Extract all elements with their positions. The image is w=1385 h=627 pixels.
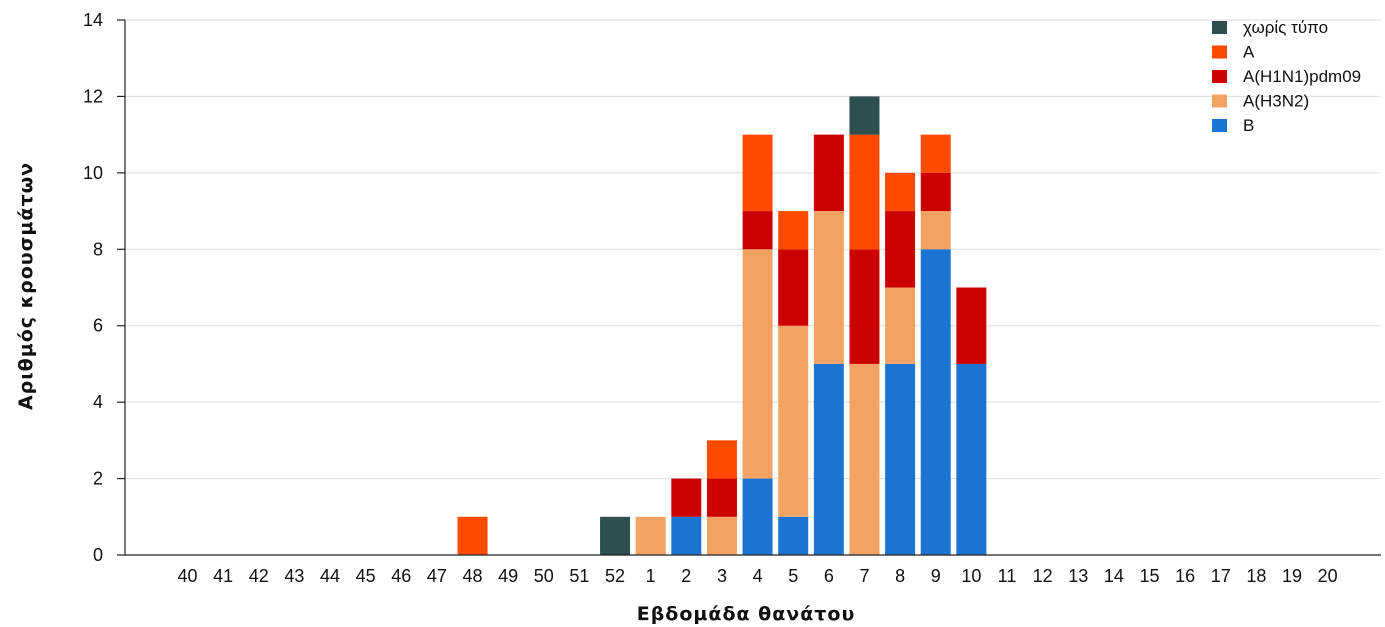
- legend-swatch: [1212, 70, 1227, 83]
- bar-segment: [813, 211, 844, 364]
- bar-segment: [635, 516, 666, 555]
- y-axis-title: Αριθμός κρουσμάτων: [15, 162, 37, 410]
- bar-segment: [742, 249, 773, 479]
- x-tick-label: 43: [284, 566, 304, 586]
- x-tick-label: 20: [1318, 566, 1338, 586]
- y-tick-label: 2: [93, 469, 103, 489]
- y-tick-label: 10: [83, 163, 103, 183]
- bar-segment: [671, 478, 702, 517]
- bar-segment: [600, 516, 631, 555]
- bar-segment: [956, 287, 987, 364]
- bar-segment: [778, 211, 809, 250]
- bar-segment: [849, 249, 880, 364]
- bar-segment: [742, 134, 773, 212]
- x-tick-label: 10: [961, 566, 981, 586]
- x-tick-label: 47: [427, 566, 447, 586]
- x-tick-label: 7: [859, 566, 869, 586]
- legend-label: A(H1N1)pdm09: [1243, 67, 1361, 86]
- x-tick-label: 11: [998, 566, 1017, 586]
- x-tick-label: 9: [931, 566, 941, 586]
- y-tick-label: 0: [93, 545, 103, 565]
- legend-label: A(H3N2): [1243, 92, 1309, 111]
- bar-segment: [849, 363, 880, 555]
- x-tick-label: 52: [605, 566, 625, 586]
- x-tick-label: 14: [1104, 566, 1124, 586]
- bar-segment: [742, 478, 773, 555]
- x-tick-label: 4: [753, 566, 763, 586]
- bar-segment: [849, 96, 880, 135]
- bar-segment: [956, 363, 987, 555]
- bar-segment: [920, 249, 951, 556]
- x-tick-label: 8: [895, 566, 905, 586]
- x-tick-label: 46: [391, 566, 411, 586]
- legend-swatch: [1212, 119, 1227, 132]
- legend-label: A: [1243, 43, 1255, 62]
- bar-segment: [885, 211, 916, 288]
- bar-segment: [885, 363, 916, 555]
- x-tick-label: 5: [788, 566, 798, 586]
- bar-segment: [671, 516, 702, 555]
- y-tick-labels: 0 2 4 6 8 10 12 14: [83, 10, 103, 565]
- x-tick-label: 1: [646, 566, 656, 586]
- bar-segment: [885, 172, 916, 212]
- x-tick-label: 51: [569, 566, 589, 586]
- bar-segment: [778, 325, 809, 517]
- x-tick-label: 12: [1033, 566, 1053, 586]
- x-tick-label: 45: [356, 566, 376, 586]
- legend-swatch: [1212, 94, 1227, 108]
- bar-segment: [920, 172, 951, 212]
- x-tick-label: 2: [681, 566, 691, 586]
- x-tick-label: 48: [463, 566, 483, 586]
- y-tick-label: 4: [93, 392, 103, 412]
- x-tick-label: 41: [213, 566, 233, 586]
- legend-label: B: [1243, 116, 1254, 135]
- x-tick-label: 19: [1282, 566, 1302, 586]
- x-tick-label: 15: [1139, 566, 1159, 586]
- x-tick-label: 18: [1246, 566, 1266, 586]
- x-tick-label: 44: [320, 566, 340, 586]
- bar-segment: [813, 363, 844, 555]
- x-tick-label: 3: [717, 566, 727, 586]
- bar-segment: [778, 249, 809, 326]
- bar-segment: [920, 134, 951, 173]
- bar-segment: [920, 211, 951, 250]
- legend-label: χωρίς τύπο: [1243, 18, 1328, 37]
- bar-segment: [885, 287, 916, 364]
- x-tick-label: 40: [177, 566, 197, 586]
- x-tick-label: 17: [1211, 566, 1231, 586]
- legend-swatch: [1212, 21, 1227, 34]
- bar-segment: [742, 211, 773, 250]
- bar-segment: [778, 516, 809, 555]
- y-tick-label: 12: [83, 86, 103, 106]
- x-tick-label: 49: [498, 566, 518, 586]
- y-tick-label: 14: [83, 10, 103, 30]
- bar-segment: [706, 516, 737, 555]
- x-axis-title: Εβδομάδα θανάτου: [637, 603, 856, 625]
- x-tick-labels: 40 41 42 43 44 45 46 47 48 49 50 51 52 1 2 3 4 5 6 7 8 9 10 11 1…: [177, 566, 1337, 586]
- axes: [117, 19, 1381, 556]
- x-tick-label: 42: [249, 566, 269, 586]
- bar-segment: [813, 134, 844, 212]
- legend-swatch: [1212, 45, 1227, 59]
- x-tick-label: 16: [1175, 566, 1195, 586]
- legend: χωρίς τύπο A A(H1N1)pdm09 A(H3N2) B: [1212, 18, 1361, 135]
- y-tick-label: 8: [93, 239, 103, 259]
- bar-segment: [706, 478, 737, 517]
- bar-segment: [706, 440, 737, 479]
- x-tick-label: 50: [534, 566, 554, 586]
- y-tick-label: 6: [93, 316, 103, 336]
- bar-segment: [457, 516, 488, 555]
- x-tick-label: 13: [1068, 566, 1088, 586]
- bar-segment: [849, 134, 880, 250]
- bars: [457, 96, 987, 556]
- x-tick-label: 6: [824, 566, 834, 586]
